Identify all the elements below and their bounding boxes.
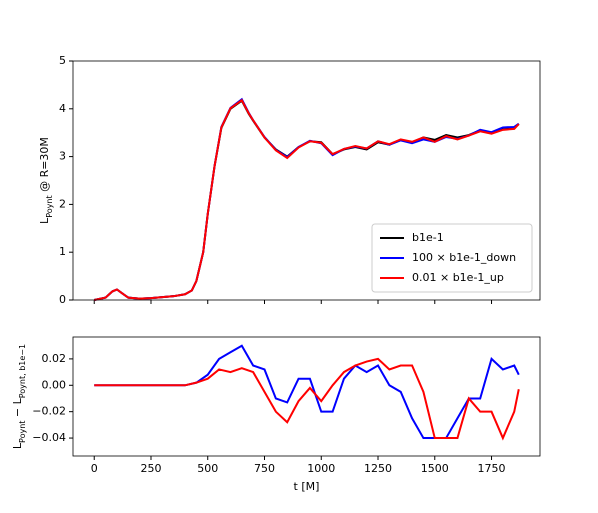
y-tick-label: −0.04 — [32, 431, 66, 444]
series-line — [94, 98, 520, 301]
y-tick-label: 4 — [59, 102, 66, 115]
x-axis-label: t [M] — [294, 480, 320, 493]
y-axis-label-part: L — [38, 217, 51, 224]
y-axis-label: LPoynt @ R=30M — [38, 137, 54, 224]
y-axis-label: LPoynt − LPoynt, b1e−1 — [11, 344, 27, 449]
y-tick-label: −0.02 — [32, 405, 66, 418]
y-tick-label: 0.00 — [42, 378, 67, 391]
x-tick-label: 500 — [197, 462, 218, 475]
legend-label: 100 × b1e-1_down — [412, 251, 516, 264]
legend-label: b1e-1 — [412, 231, 444, 244]
y-axis-label-part: Poynt, b1e−1 — [18, 344, 27, 398]
y-axis-label-part: Poynt — [45, 195, 54, 217]
y-tick-label: 5 — [59, 54, 66, 67]
y-tick-label: 3 — [59, 150, 66, 163]
legend-box — [371, 223, 533, 293]
y-tick-label: 0 — [59, 293, 66, 306]
x-tick-label: 250 — [140, 462, 161, 475]
y-axis-label-part: @ R=30M — [38, 137, 51, 195]
y-axis-label-part: − L — [11, 397, 24, 420]
y-axis-label-part: Poynt — [18, 421, 27, 443]
x-tick-label: 750 — [254, 462, 275, 475]
x-tick-label: 1500 — [421, 462, 449, 475]
x-tick-label: 1750 — [478, 462, 506, 475]
axes-frame — [72, 60, 541, 301]
y-tick-label: 0.02 — [42, 352, 67, 365]
x-tick-label: 1000 — [307, 462, 335, 475]
x-tick-label: 0 — [91, 462, 98, 475]
y-axis-label-part: L — [11, 442, 24, 449]
legend-label: 0.01 × b1e-1_up — [412, 271, 504, 284]
axes-frame — [72, 336, 541, 457]
y-tick-label: 1 — [59, 245, 66, 258]
y-tick-label: 2 — [59, 197, 66, 210]
series-line — [94, 357, 520, 441]
x-tick-label: 1250 — [364, 462, 392, 475]
series-line — [94, 344, 520, 440]
